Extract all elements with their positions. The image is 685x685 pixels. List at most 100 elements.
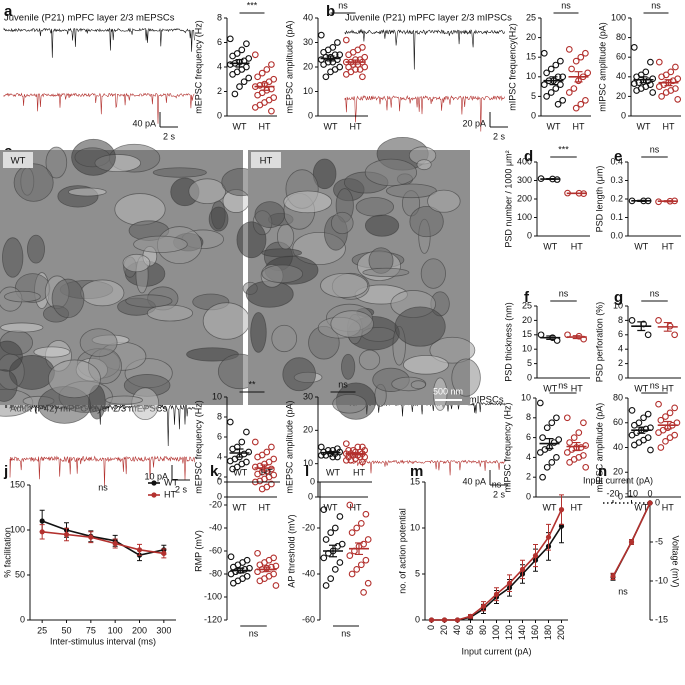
data-point <box>582 96 589 104</box>
y-tick-label: 10 <box>526 71 536 81</box>
micrograph-texture <box>188 178 227 205</box>
y-tick-label: 8 <box>217 411 222 421</box>
data-point <box>557 57 564 65</box>
data-point <box>241 566 249 573</box>
data-point <box>357 561 365 569</box>
data-point <box>428 617 435 623</box>
significance: ns <box>558 380 568 390</box>
legend-marker <box>151 492 157 498</box>
data-point <box>655 83 663 90</box>
scale-label: 20 pA <box>462 118 486 128</box>
data-point <box>268 107 275 115</box>
y-tick-label: 10 <box>613 300 623 310</box>
micrograph-texture <box>122 253 151 273</box>
y-tick-label: 40 <box>616 71 626 81</box>
scale-label: 500 nm <box>433 386 463 396</box>
y-tick-label: 40 <box>303 12 313 22</box>
data-point <box>254 91 261 99</box>
data-point <box>334 453 341 461</box>
x-tick-label: 80 <box>478 625 488 635</box>
data-point <box>346 552 354 559</box>
y-tick-label: 5 <box>531 91 536 101</box>
x-tick-label: 0 <box>647 488 652 498</box>
error-bar <box>572 441 581 452</box>
x-tick-label: HT <box>571 241 583 251</box>
legend-label: WT <box>164 477 178 487</box>
micrograph-texture <box>152 167 207 178</box>
error-bar <box>236 567 245 574</box>
significance: *** <box>247 0 258 10</box>
y-tick-label: 20 <box>522 315 532 325</box>
significance: ns <box>651 0 661 10</box>
data-point <box>359 73 366 81</box>
panel-letter: a <box>4 3 13 20</box>
y-tick-label: 0 <box>415 614 420 624</box>
data-point <box>548 419 556 427</box>
scale-label: 2 s <box>493 489 506 499</box>
trace <box>9 455 196 487</box>
y-tick-label: 0 <box>308 110 313 120</box>
data-point <box>547 89 555 96</box>
data-point <box>480 603 487 609</box>
x-tick-label: HT <box>259 121 271 131</box>
panel-letter: l <box>305 463 309 480</box>
significance: ns <box>618 586 628 596</box>
data-point <box>331 566 339 573</box>
data-point <box>541 446 549 453</box>
data-point <box>577 53 585 61</box>
error-bar <box>545 437 554 450</box>
data-point <box>628 539 635 545</box>
data-point <box>346 501 354 509</box>
data-point <box>554 100 562 108</box>
x-tick-label: 140 <box>517 625 527 640</box>
data-point <box>540 81 548 88</box>
data-point <box>577 444 585 451</box>
micrograph-texture <box>364 158 418 187</box>
micrograph-texture <box>276 223 295 250</box>
micrograph-texture <box>429 336 476 364</box>
data-point <box>327 529 335 536</box>
micrograph-texture <box>131 387 160 421</box>
y-axis-title: AP threshold (mV) <box>286 514 296 587</box>
x-tick-label: WT <box>547 121 561 131</box>
micrograph-texture <box>420 258 446 289</box>
micrograph-texture <box>355 197 395 217</box>
data-point <box>256 477 264 485</box>
data-point <box>630 441 638 449</box>
data-point <box>580 419 587 427</box>
data-point <box>238 438 246 446</box>
significance: ns <box>98 482 108 492</box>
y-tick-label: 0.0 <box>610 230 623 240</box>
data-point <box>229 70 236 78</box>
data-point <box>39 518 45 524</box>
data-point <box>582 49 589 57</box>
data-point <box>657 416 665 424</box>
data-point <box>506 580 513 586</box>
y-tick-label: 0 <box>618 372 623 382</box>
y-tick-label: 15 <box>522 329 532 339</box>
panel-letter: g <box>614 289 623 306</box>
data-point <box>254 453 261 461</box>
micrograph-texture <box>146 304 194 322</box>
x-tick-label: HT <box>350 502 362 512</box>
data-point <box>667 68 675 76</box>
legend-label: HT <box>164 489 176 499</box>
data-point <box>558 507 565 513</box>
y-tick-label: -100 <box>204 591 222 601</box>
data-point <box>655 317 662 324</box>
y-tick-label: -60 <box>302 614 315 624</box>
panel-letter: k <box>210 463 219 480</box>
data-point <box>572 57 580 65</box>
data-point <box>263 66 271 73</box>
panel-letter: m <box>410 463 423 480</box>
y-tick-label: 20 <box>613 467 623 477</box>
x-tick-label: -10 <box>625 488 638 498</box>
y-tick-label: 4 <box>217 451 222 461</box>
data-point <box>657 444 665 451</box>
micrograph-texture <box>410 380 426 390</box>
x-tick-label: 25 <box>37 625 47 635</box>
micrograph-texture <box>282 357 316 392</box>
data-point <box>329 58 337 66</box>
y-axis-title: mIPSC frequency (Hz) <box>502 402 512 492</box>
